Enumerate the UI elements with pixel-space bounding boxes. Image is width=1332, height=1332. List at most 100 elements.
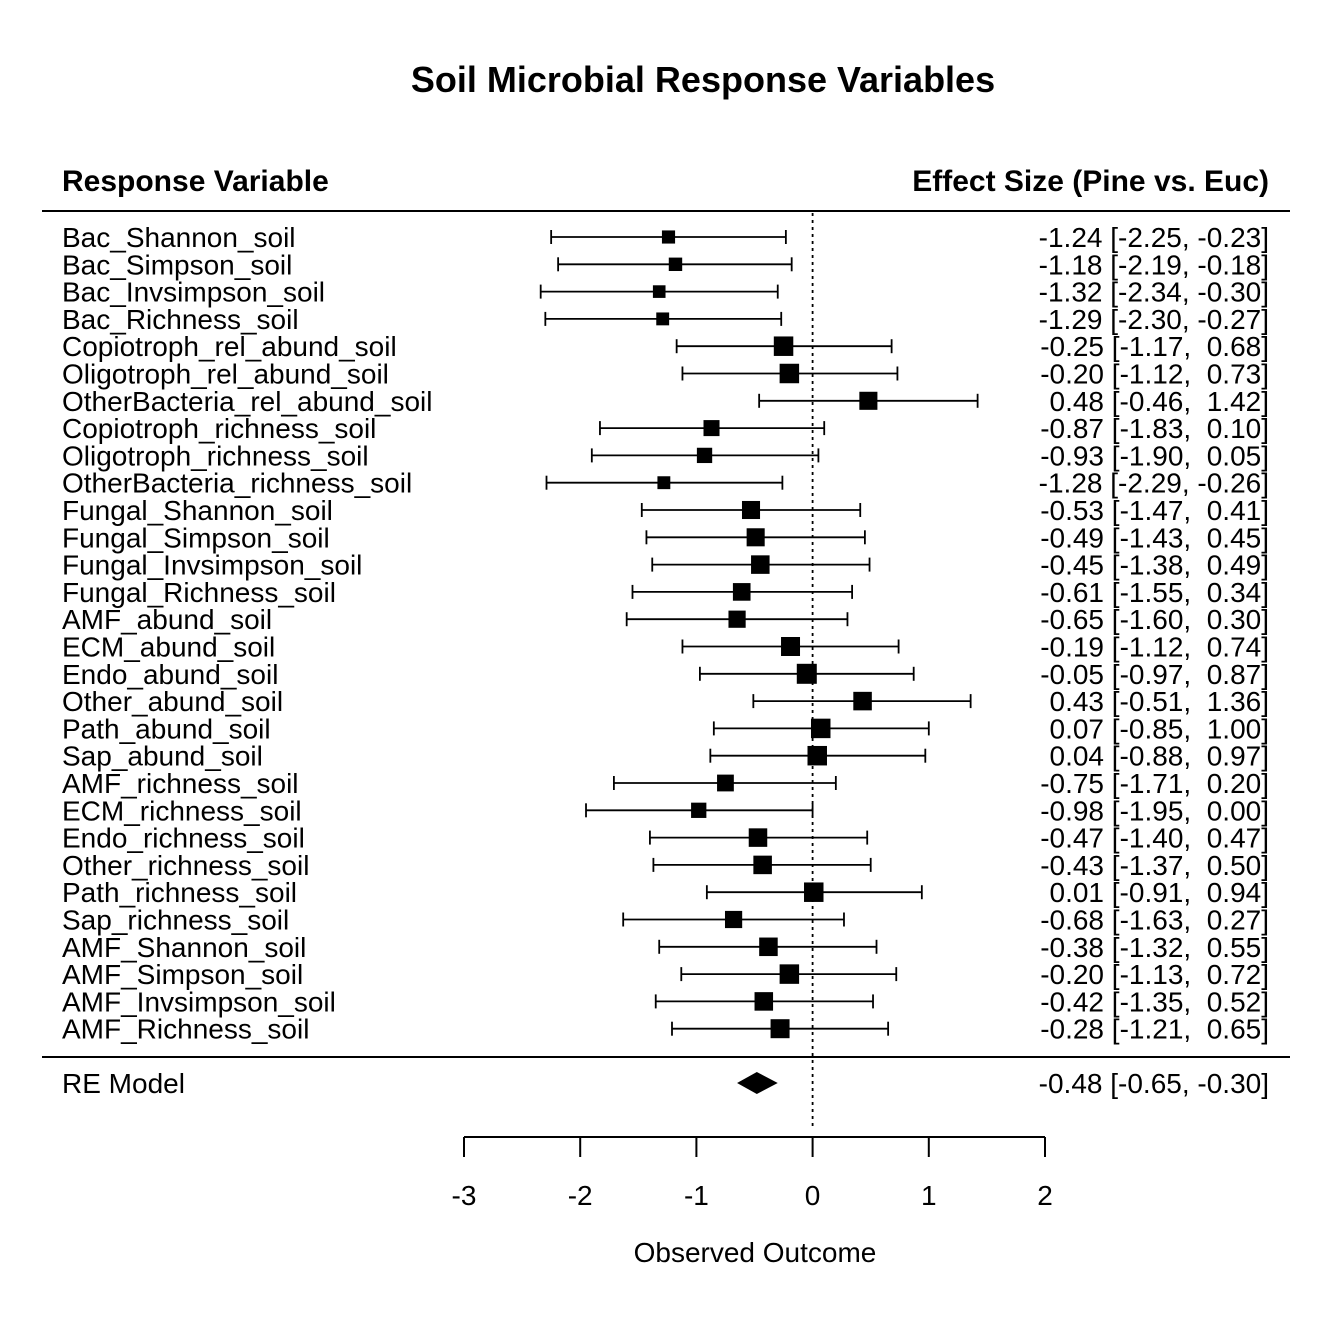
row-estimate-text: -0.19 [-1.12, 0.74] bbox=[1040, 632, 1269, 663]
forest-row: Copiotroph_rel_abund_soil -0.25 [-1.17, 0… bbox=[62, 331, 1269, 362]
summary-row: RE Model -0.48 [-0.65, -0.30] bbox=[62, 1068, 1269, 1099]
row-estimate-text: -0.68 [-1.63, 0.27] bbox=[1040, 905, 1269, 936]
summary-estimate-text: -0.48 [-0.65, -0.30] bbox=[1039, 1068, 1269, 1099]
row-label: Bac_Invsimpson_soil bbox=[62, 277, 325, 308]
row-estimate-text: -1.32 [-2.34, -0.30] bbox=[1039, 277, 1269, 308]
row-label: AMF_Invsimpson_soil bbox=[62, 986, 336, 1017]
row-label: Bac_Richness_soil bbox=[62, 304, 299, 335]
summary-label: RE Model bbox=[62, 1068, 185, 1099]
row-label: ECM_abund_soil bbox=[62, 632, 275, 663]
forest-row: OtherBacteria_richness_soil -1.28 [-2.29,… bbox=[62, 468, 1269, 499]
row-label: Bac_Simpson_soil bbox=[62, 249, 292, 280]
forest-row: Copiotroph_richness_soil -0.87 [-1.83, 0.… bbox=[62, 413, 1269, 444]
point-estimate bbox=[691, 802, 707, 818]
forest-row: Endo_abund_soil -0.05 [-0.97, 0.87] bbox=[62, 659, 1269, 690]
forest-row: OtherBacteria_rel_abund_soil 0.48 [-0.46… bbox=[62, 386, 1269, 417]
row-estimate-text: -0.43 [-1.37, 0.50] bbox=[1040, 850, 1269, 881]
forest-row: AMF_abund_soil -0.65 [-1.60, 0.30] bbox=[62, 604, 1269, 635]
row-estimate-text: -0.38 [-1.32, 0.55] bbox=[1040, 932, 1269, 963]
point-estimate bbox=[781, 637, 801, 656]
row-label: Copiotroph_rel_abund_soil bbox=[62, 331, 397, 362]
row-label: Other_richness_soil bbox=[62, 850, 309, 881]
point-estimate bbox=[741, 500, 761, 520]
row-estimate-text: -0.47 [-1.40, 0.47] bbox=[1040, 823, 1269, 854]
forest-row: ECM_abund_soil -0.19 [-1.12, 0.74] bbox=[62, 632, 1269, 663]
point-estimate bbox=[696, 447, 713, 464]
summary-diamond bbox=[737, 1072, 778, 1094]
row-estimate-text: -0.28 [-1.21, 0.65] bbox=[1040, 1014, 1269, 1045]
point-estimate bbox=[859, 391, 878, 410]
row-estimate-text: -0.45 [-1.38, 0.49] bbox=[1040, 550, 1269, 581]
point-estimate bbox=[751, 555, 770, 574]
point-estimate bbox=[661, 230, 676, 244]
x-tick-label: -3 bbox=[452, 1180, 477, 1211]
forest-row: ECM_richness_soil -0.98 [-1.95, 0.00] bbox=[62, 795, 1269, 826]
row-estimate-text: -0.20 [-1.12, 0.73] bbox=[1040, 359, 1269, 390]
point-estimate bbox=[652, 285, 666, 298]
row-label: AMF_Shannon_soil bbox=[62, 932, 306, 963]
point-estimate bbox=[668, 257, 683, 272]
row-estimate-text: -0.65 [-1.60, 0.30] bbox=[1040, 604, 1269, 635]
x-axis-label: Observed Outcome bbox=[634, 1237, 877, 1268]
row-label: Endo_richness_soil bbox=[62, 823, 305, 854]
point-estimate bbox=[770, 1019, 790, 1039]
forest-row: Fungal_Shannon_soil -0.53 [-1.47, 0.41] bbox=[62, 495, 1269, 526]
forest-row: Fungal_Invsimpson_soil -0.45 [-1.38, 0.49… bbox=[62, 550, 1269, 581]
row-label: AMF_richness_soil bbox=[62, 768, 299, 799]
row-label: Sap_abund_soil bbox=[62, 741, 263, 772]
row-label: AMF_Richness_soil bbox=[62, 1014, 309, 1045]
point-estimate bbox=[656, 312, 670, 326]
forest-row: Oligotroph_richness_soil -0.93 [-1.90, 0.… bbox=[62, 440, 1269, 471]
point-estimate bbox=[748, 828, 768, 847]
row-estimate-text: -0.05 [-0.97, 0.87] bbox=[1040, 659, 1269, 690]
point-estimate bbox=[703, 420, 720, 437]
x-axis: -3 -2 -1 0 1 2 bbox=[452, 1136, 1053, 1211]
x-tick-label: 2 bbox=[1037, 1180, 1053, 1211]
row-label: Oligotroph_rel_abund_soil bbox=[62, 359, 389, 390]
row-label: OtherBacteria_rel_abund_soil bbox=[62, 386, 432, 417]
x-tick-label: -1 bbox=[684, 1180, 709, 1211]
row-label: Copiotroph_richness_soil bbox=[62, 413, 376, 444]
forest-row: Other_richness_soil -0.43 [-1.37, 0.50] bbox=[62, 850, 1269, 881]
x-tick-label: 0 bbox=[805, 1180, 821, 1211]
row-label: Fungal_Invsimpson_soil bbox=[62, 550, 362, 581]
point-estimate bbox=[779, 964, 800, 984]
forest-row: Bac_Simpson_soil -1.18 [-2.19, -0.18] bbox=[62, 249, 1269, 280]
point-estimate bbox=[807, 745, 827, 766]
row-label: Path_abund_soil bbox=[62, 713, 271, 744]
forest-row: Fungal_Richness_soil -0.61 [-1.55, 0.34] bbox=[62, 577, 1269, 608]
forest-row: AMF_Simpson_soil -0.20 [-1.13, 0.72] bbox=[62, 959, 1269, 990]
x-tick-label: 1 bbox=[921, 1180, 937, 1211]
row-label: Path_richness_soil bbox=[62, 877, 297, 908]
forest-row: Endo_richness_soil -0.47 [-1.40, 0.47] bbox=[62, 823, 1269, 854]
row-estimate-text: 0.07 [-0.85, 1.00] bbox=[1042, 713, 1269, 744]
row-label: Bac_Shannon_soil bbox=[62, 222, 296, 253]
forest-row: Fungal_Simpson_soil -0.49 [-1.43, 0.45] bbox=[62, 522, 1269, 553]
row-estimate-text: -0.61 [-1.55, 0.34] bbox=[1040, 577, 1269, 608]
point-estimate bbox=[753, 855, 772, 875]
row-label: Fungal_Simpson_soil bbox=[62, 522, 330, 553]
forest-row: AMF_Richness_soil -0.28 [-1.21, 0.65] bbox=[62, 1014, 1269, 1045]
row-label: OtherBacteria_richness_soil bbox=[62, 468, 412, 499]
row-estimate-text: -0.75 [-1.71, 0.20] bbox=[1040, 768, 1269, 799]
row-label: ECM_richness_soil bbox=[62, 795, 302, 826]
forest-row: Bac_Invsimpson_soil -1.32 [-2.34, -0.30] bbox=[62, 277, 1269, 308]
point-estimate bbox=[804, 882, 824, 902]
row-label: Oligotroph_richness_soil bbox=[62, 440, 369, 471]
row-estimate-text: -0.53 [-1.47, 0.41] bbox=[1040, 495, 1269, 526]
row-estimate-text: -0.25 [-1.17, 0.68] bbox=[1040, 331, 1269, 362]
row-estimate-text: 0.48 [-0.46, 1.42] bbox=[1042, 386, 1269, 417]
row-label: Fungal_Shannon_soil bbox=[62, 495, 333, 526]
row-label: Fungal_Richness_soil bbox=[62, 577, 336, 608]
forest-row: AMF_Invsimpson_soil -0.42 [-1.35, 0.52] bbox=[62, 986, 1269, 1017]
row-estimate-text: -1.28 [-2.29, -0.26] bbox=[1039, 468, 1269, 499]
point-estimate bbox=[657, 476, 671, 490]
row-label: Sap_richness_soil bbox=[62, 905, 289, 936]
row-estimate-text: -0.20 [-1.13, 0.72] bbox=[1040, 959, 1269, 990]
point-estimate bbox=[728, 610, 746, 628]
row-estimate-text: -1.24 [-2.25, -0.23] bbox=[1039, 222, 1269, 253]
x-tick-label: -2 bbox=[568, 1180, 593, 1211]
point-estimate bbox=[796, 663, 817, 684]
row-label: AMF_abund_soil bbox=[62, 604, 272, 635]
